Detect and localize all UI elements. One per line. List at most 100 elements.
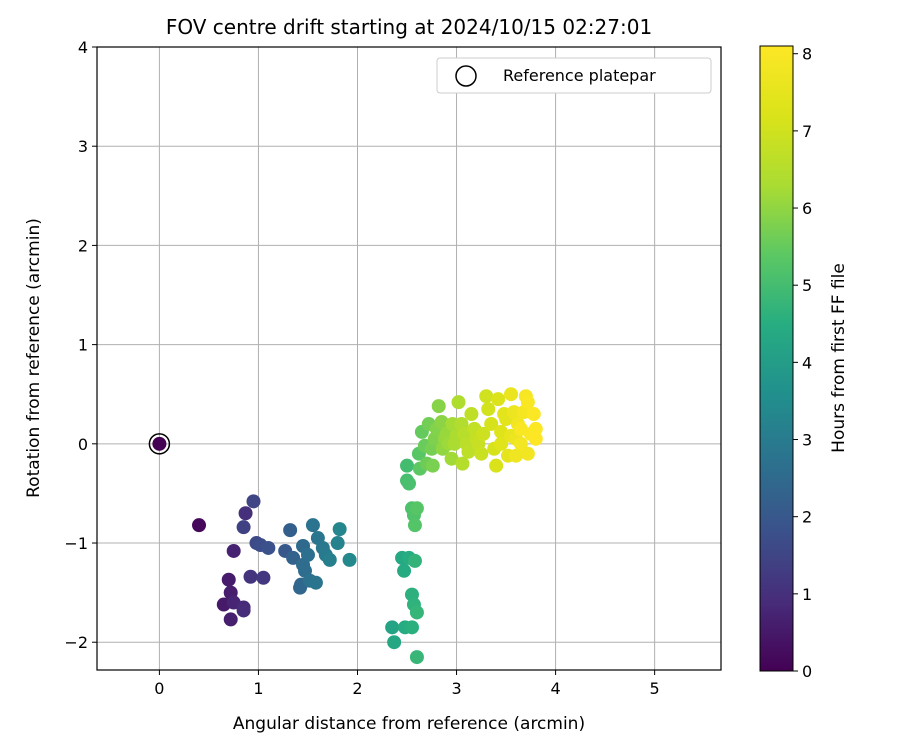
data-point (221, 572, 236, 587)
data-point (409, 501, 424, 516)
data-point (491, 392, 506, 407)
plot-frame (96, 46, 722, 671)
data-point (513, 421, 528, 436)
legend-reference-icon (455, 65, 477, 87)
data-point (256, 570, 271, 585)
data-point (243, 569, 258, 584)
colorbar-tick-label: 3 (802, 431, 812, 450)
data-point (286, 550, 301, 565)
data-point (402, 476, 416, 491)
legend: Reference platepar (436, 57, 712, 94)
data-point (322, 552, 337, 567)
y-tick-label: −2 (64, 633, 88, 652)
colorbar-tick-label: 4 (802, 353, 812, 372)
plot-background (97, 47, 721, 670)
data-point (236, 603, 251, 618)
colorbar-gradient (759, 45, 794, 672)
x-tick-label: 0 (154, 679, 164, 698)
data-point (330, 536, 345, 551)
data-point (246, 494, 261, 509)
reference-marker-layer (148, 433, 171, 455)
x-tick-label: 1 (253, 679, 263, 698)
data-point (444, 451, 459, 466)
colorbar-tick-label: 2 (802, 508, 812, 527)
colorbar-ticks: 0 1 2 3 4 5 6 7 8 (793, 45, 812, 681)
data-point (528, 431, 543, 446)
legend-entry-reference-platepar: Reference platepar (503, 66, 656, 85)
data-point (332, 522, 347, 537)
data-point (409, 650, 424, 665)
colorbar: 0 1 2 3 4 5 6 7 8 Hours from first FF file (759, 45, 849, 681)
colorbar-tick-label: 0 (802, 662, 812, 681)
data-point (504, 387, 519, 402)
scatter-points (152, 387, 543, 665)
data-point (192, 518, 207, 533)
x-tick-label: 4 (550, 679, 560, 698)
y-tick-label: 4 (78, 38, 88, 57)
data-point (484, 416, 499, 431)
data-point (397, 563, 412, 578)
data-point (409, 605, 424, 620)
data-point (476, 426, 491, 441)
data-point (238, 506, 253, 521)
data-point (407, 518, 422, 533)
y-axis-ticks: −2 −1 0 1 2 3 4 (64, 38, 97, 652)
data-point (385, 620, 400, 635)
x-tick-label: 3 (451, 679, 461, 698)
data-point (404, 620, 419, 635)
data-point (513, 436, 528, 451)
y-tick-label: −1 (64, 534, 88, 553)
x-axis-ticks: 0 1 2 3 4 5 (154, 670, 660, 698)
colorbar-tick-label: 7 (802, 122, 812, 141)
data-point (226, 543, 241, 558)
data-point (261, 540, 276, 555)
y-tick-label: 3 (78, 137, 88, 156)
data-point (528, 421, 543, 436)
chart-title: FOV centre drift starting at 2024/10/15 … (166, 15, 652, 39)
data-point (464, 407, 479, 422)
data-point (489, 458, 504, 473)
data-point (431, 399, 446, 414)
data-point (425, 458, 440, 473)
data-point (520, 395, 535, 410)
data-point (152, 436, 167, 451)
colorbar-tick-label: 5 (802, 276, 812, 295)
data-point (506, 405, 521, 420)
data-point (508, 448, 523, 463)
data-point (494, 436, 509, 451)
colorbar-tick-label: 1 (802, 585, 812, 604)
data-point (451, 395, 466, 410)
legend-box (436, 57, 712, 94)
data-point (407, 553, 422, 568)
data-point (300, 547, 315, 562)
colorbar-tick-label: 8 (802, 45, 812, 64)
data-point (481, 402, 496, 417)
y-axis-label: Rotation from reference (arcmin) (24, 218, 44, 498)
data-point (400, 458, 415, 473)
data-point (223, 612, 238, 627)
y-tick-label: 0 (78, 435, 88, 454)
data-point (520, 446, 535, 461)
y-tick-label: 1 (78, 336, 88, 355)
data-point (283, 523, 298, 538)
data-point (308, 575, 323, 590)
x-tick-label: 2 (352, 679, 362, 698)
data-point (387, 635, 402, 650)
x-tick-label: 5 (650, 679, 660, 698)
y-tick-label: 2 (78, 236, 88, 255)
data-point (236, 520, 251, 535)
data-point (526, 407, 541, 422)
data-point (455, 456, 470, 471)
data-point (434, 414, 449, 429)
colorbar-label: Hours from first FF file (829, 263, 849, 453)
data-point (479, 389, 494, 404)
colorbar-tick-label: 6 (802, 199, 812, 218)
data-point (305, 518, 320, 533)
data-point (474, 446, 489, 461)
data-point (342, 552, 357, 567)
plot-area: 0 1 2 3 4 5 −2 −1 0 1 2 3 4 (64, 38, 722, 698)
data-point (461, 444, 476, 459)
reference-platepar-marker (148, 433, 171, 455)
x-axis-label: Angular distance from reference (arcmin) (233, 714, 585, 734)
